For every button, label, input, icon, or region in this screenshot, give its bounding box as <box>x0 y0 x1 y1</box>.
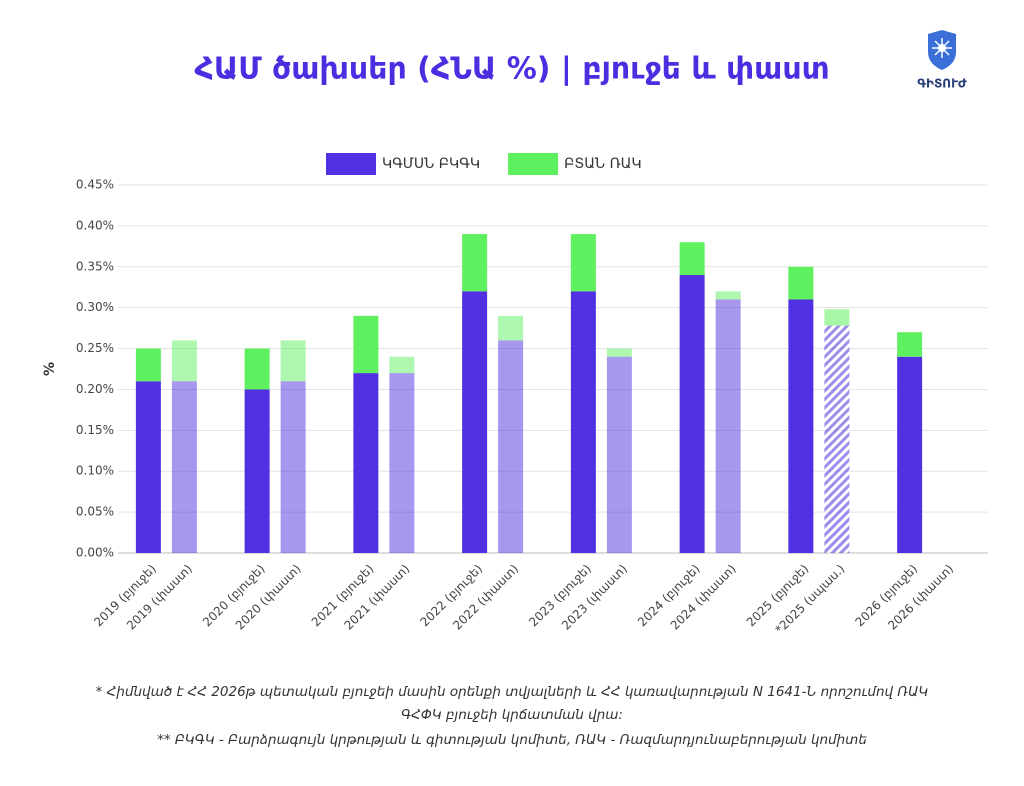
legend-label: ԲՏԱՆ ՌԱԿ <box>564 156 642 172</box>
x-tick-label: 2019 (բյուջե) <box>91 562 159 630</box>
footnote: * Հիմնված է ՀՀ 2026թ պետական բյուջեի մաս… <box>96 684 929 700</box>
bar-segment <box>570 234 596 292</box>
x-tick-label: 2023 (փաստ) <box>559 562 630 633</box>
bar-segment <box>389 373 415 553</box>
bar-segment <box>135 348 161 382</box>
bar-segment <box>498 340 524 553</box>
bar-segment <box>606 348 632 357</box>
y-tick-label: 0.30% <box>76 300 114 314</box>
bar-segment <box>715 291 741 300</box>
bar-segment <box>135 381 161 553</box>
bar-segment <box>280 381 306 553</box>
legend-swatch <box>326 153 376 175</box>
bar-segment <box>171 381 197 553</box>
bar-segment <box>824 325 850 553</box>
bar-segment <box>389 356 415 374</box>
footnote: ** ԲԿԳԿ - Բարձրագույն կրթության և գիտութ… <box>157 732 867 748</box>
bar-segment <box>280 340 306 382</box>
bar-segment <box>788 299 814 553</box>
logo: ԳԻՏՈՒԺ <box>917 30 967 91</box>
footnote: ԳՀՓԿ բյուջեի կրճատման վրա: <box>401 707 623 723</box>
bar-segment <box>462 234 488 292</box>
y-tick-label: 0.35% <box>76 259 114 273</box>
bar-segment <box>679 274 705 553</box>
x-tick-label: 2021 (բյուջե) <box>309 562 377 630</box>
bar-segment <box>353 373 379 553</box>
bar-segment <box>897 332 923 357</box>
bar-segment <box>244 348 270 390</box>
y-tick-label: 0.45% <box>76 178 114 192</box>
x-tick-label: 2021 (փաստ) <box>341 562 412 633</box>
y-axis-label: % <box>42 362 58 376</box>
y-tick-label: 0.10% <box>76 464 114 478</box>
bar-segment <box>244 389 270 553</box>
x-tick-label: 2023 (բյուջե) <box>526 562 594 630</box>
x-tick-label: 2026 (բյուջե) <box>853 562 921 630</box>
x-tick-label: 2020 (փաստ) <box>233 562 304 633</box>
bar-segment <box>824 309 850 326</box>
y-tick-label: 0.20% <box>76 382 114 396</box>
legend-swatch <box>508 153 559 175</box>
bar-segment <box>498 315 524 341</box>
bar-segment <box>353 315 379 374</box>
logo-text: ԳԻՏՈՒԺ <box>917 77 967 91</box>
bar-segment <box>715 299 741 553</box>
y-tick-label: 0.25% <box>76 341 114 355</box>
x-tick-label: 2024 (բյուջե) <box>635 562 703 630</box>
bar-segment <box>679 242 705 275</box>
y-tick-label: 0.15% <box>76 423 114 437</box>
x-tick-label: 2026 (փաստ) <box>885 562 956 633</box>
y-tick-label: 0.40% <box>76 218 114 232</box>
bar-segment <box>462 291 488 553</box>
x-tick-label: 2019 (փաստ) <box>124 562 195 633</box>
x-tick-label: 2025 (բյուջե) <box>744 562 812 630</box>
bar-segment <box>897 356 923 553</box>
y-tick-label: 0.05% <box>76 505 114 519</box>
bar-segment <box>788 266 814 300</box>
x-tick-label: 2024 (փաստ) <box>668 562 739 633</box>
x-tick-label: 2020 (բյուջե) <box>200 562 268 630</box>
x-tick-label: 2022 (բյուջե) <box>418 562 486 630</box>
x-tick-label: 2022 (փաստ) <box>450 562 521 633</box>
bar-segment <box>171 340 197 382</box>
y-tick-label: 0.00% <box>76 546 114 560</box>
bar-segment <box>606 356 632 553</box>
bar-segment <box>570 291 596 553</box>
legend-label: ԿԳՄՍՆ ԲԿԳԿ <box>382 156 480 172</box>
chart-title: ՀԱՄ ծախսեր (ՀՆԱ %) | բյուջե և փաստ <box>194 52 829 87</box>
